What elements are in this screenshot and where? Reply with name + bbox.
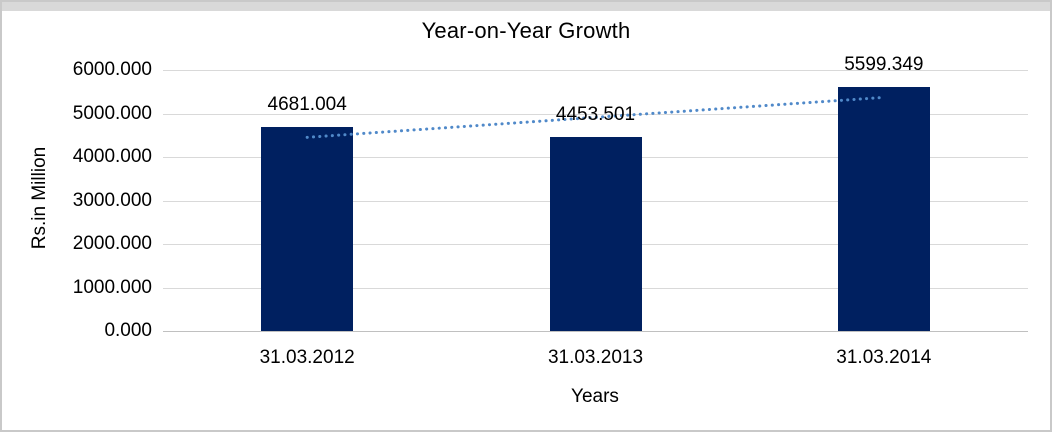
- data-label: 4453.501: [555, 104, 636, 126]
- y-tick-label: 1000.000: [72, 276, 152, 298]
- plot-area: 4681.004 4453.501 5599.349: [163, 54, 1028, 332]
- top-border-strip: [2, 2, 1050, 11]
- data-label: 5599.349: [844, 54, 924, 76]
- y-tick-label: 0.000: [104, 320, 152, 341]
- y-tick-label: 5000.000: [72, 102, 152, 124]
- bar-31.03.2014: [837, 87, 930, 331]
- gridline: [163, 113, 1028, 115]
- x-tick-label: 31.03.2013: [547, 347, 644, 368]
- y-tick-label: 2000.000: [72, 233, 152, 254]
- data-label: 4681.004: [267, 94, 347, 116]
- y-tick-label: 3000.000: [72, 189, 152, 211]
- x-tick-label: 31.03.2012: [259, 347, 355, 368]
- y-tick-label: 6000.000: [72, 59, 152, 80]
- bar-31.03.2013: [549, 137, 642, 331]
- y-tick-label: 4000.000: [72, 146, 152, 167]
- gridline: [163, 70, 1028, 71]
- x-tick-label: 31.03.2014: [836, 347, 932, 368]
- x-axis-line: [163, 331, 1028, 332]
- trendline: [305, 95, 886, 139]
- x-axis-title: Years: [571, 386, 619, 407]
- chart-title: Year-on-Year Growth: [421, 18, 631, 43]
- bar-31.03.2012: [261, 127, 354, 331]
